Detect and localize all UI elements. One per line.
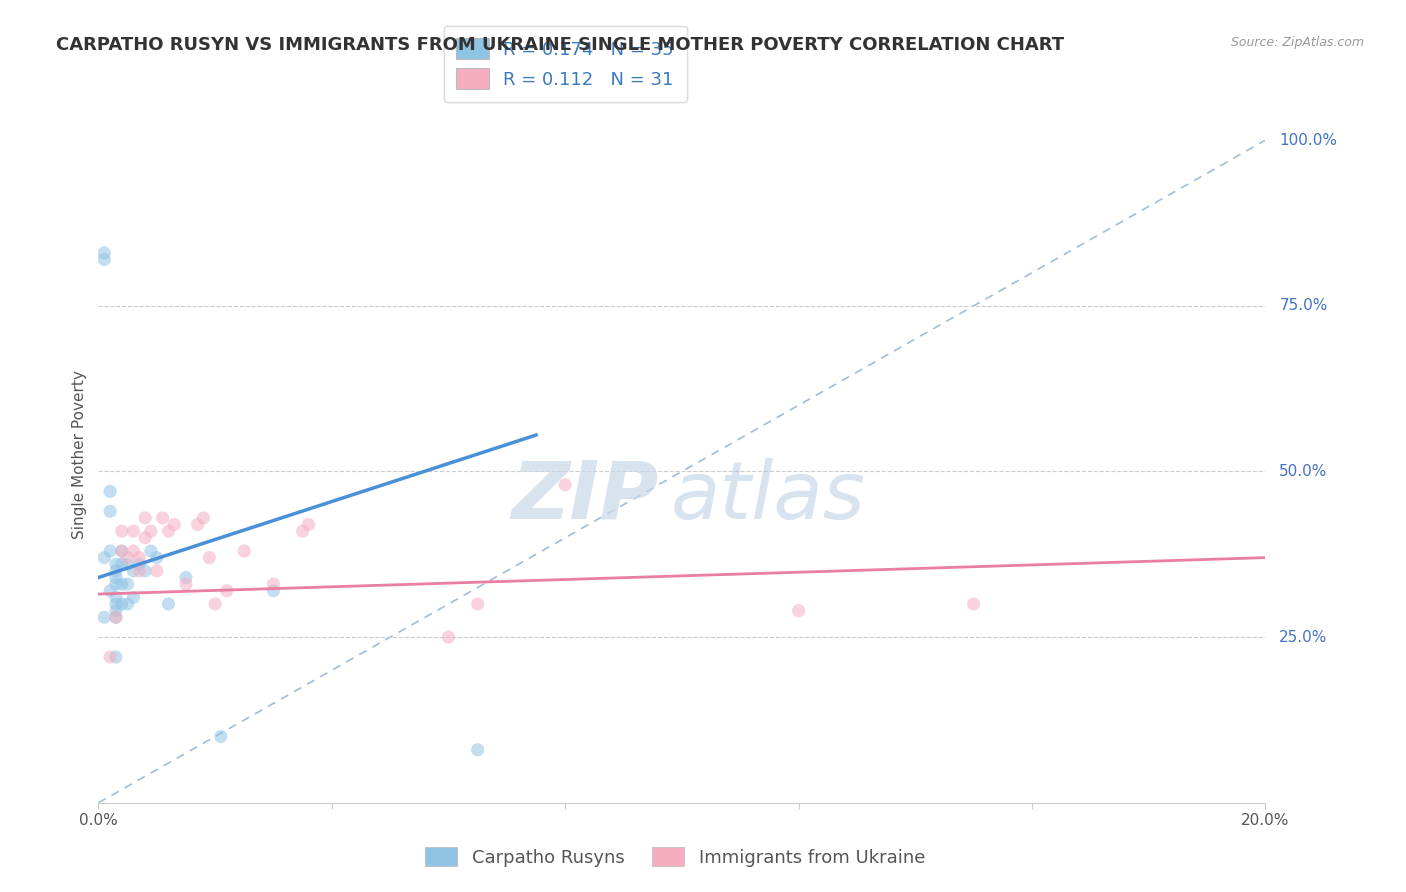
Point (122, 591, 145, 605)
Point (98, 504, 121, 518)
Point (93, 550, 115, 565)
Point (98, 484, 121, 499)
Text: 50.0%: 50.0% (1279, 464, 1327, 479)
Point (152, 511, 174, 525)
Point (157, 524, 180, 538)
Point (93, 610, 115, 624)
Point (111, 544, 134, 558)
Point (111, 597, 134, 611)
Point (134, 564, 156, 578)
Point (128, 558, 150, 572)
Point (98, 544, 121, 558)
Point (104, 610, 127, 624)
Point (146, 550, 169, 565)
Text: 75.0%: 75.0% (1279, 298, 1327, 313)
Point (163, 517, 186, 532)
Point (122, 564, 145, 578)
Point (117, 558, 139, 572)
Point (139, 544, 162, 558)
Legend: Carpatho Rusyns, Immigrants from Ukraine: Carpatho Rusyns, Immigrants from Ukraine (418, 840, 932, 874)
Point (104, 610, 127, 624)
Point (962, 597, 984, 611)
Point (157, 597, 180, 611)
Point (104, 558, 127, 572)
Point (262, 577, 284, 591)
Text: 100.0%: 100.0% (1279, 133, 1337, 148)
Point (117, 577, 139, 591)
Point (111, 544, 134, 558)
Point (209, 730, 232, 744)
Point (554, 477, 576, 491)
Point (233, 544, 256, 558)
Y-axis label: Single Mother Poverty: Single Mother Poverty (72, 370, 87, 540)
Point (134, 511, 156, 525)
Point (104, 591, 127, 605)
Point (128, 550, 150, 565)
Text: 25.0%: 25.0% (1279, 630, 1327, 645)
Legend: R = 0.174   N = 35, R = 0.112   N = 31: R = 0.174 N = 35, R = 0.112 N = 31 (444, 26, 686, 102)
Point (193, 511, 215, 525)
Point (122, 524, 145, 538)
Point (467, 597, 489, 611)
Point (198, 550, 221, 565)
Point (174, 577, 197, 591)
Point (117, 597, 139, 611)
Point (139, 524, 162, 538)
Point (104, 604, 127, 618)
Point (297, 517, 319, 532)
Text: CARPATHO RUSYN VS IMMIGRANTS FROM UKRAINE SINGLE MOTHER POVERTY CORRELATION CHAR: CARPATHO RUSYN VS IMMIGRANTS FROM UKRAIN… (56, 36, 1064, 54)
Point (215, 583, 238, 598)
Text: atlas: atlas (671, 458, 865, 536)
Point (204, 597, 226, 611)
Point (787, 604, 810, 618)
Point (104, 564, 127, 578)
Point (98, 583, 121, 598)
Point (111, 577, 134, 591)
Point (187, 517, 209, 532)
Point (98, 650, 121, 665)
Point (134, 531, 156, 545)
Point (104, 577, 127, 591)
Point (93, 252, 115, 267)
Point (437, 630, 460, 644)
Point (104, 650, 127, 665)
Point (467, 743, 489, 757)
Point (104, 570, 127, 584)
Point (262, 583, 284, 598)
Point (146, 564, 169, 578)
Point (291, 524, 314, 538)
Point (117, 550, 139, 565)
Point (111, 558, 134, 572)
Point (174, 570, 197, 584)
Point (111, 524, 134, 538)
Point (128, 564, 150, 578)
Point (122, 544, 145, 558)
Text: ZIP: ZIP (512, 458, 658, 536)
Point (93, 245, 115, 260)
Text: Source: ZipAtlas.com: Source: ZipAtlas.com (1230, 36, 1364, 49)
Point (104, 597, 127, 611)
